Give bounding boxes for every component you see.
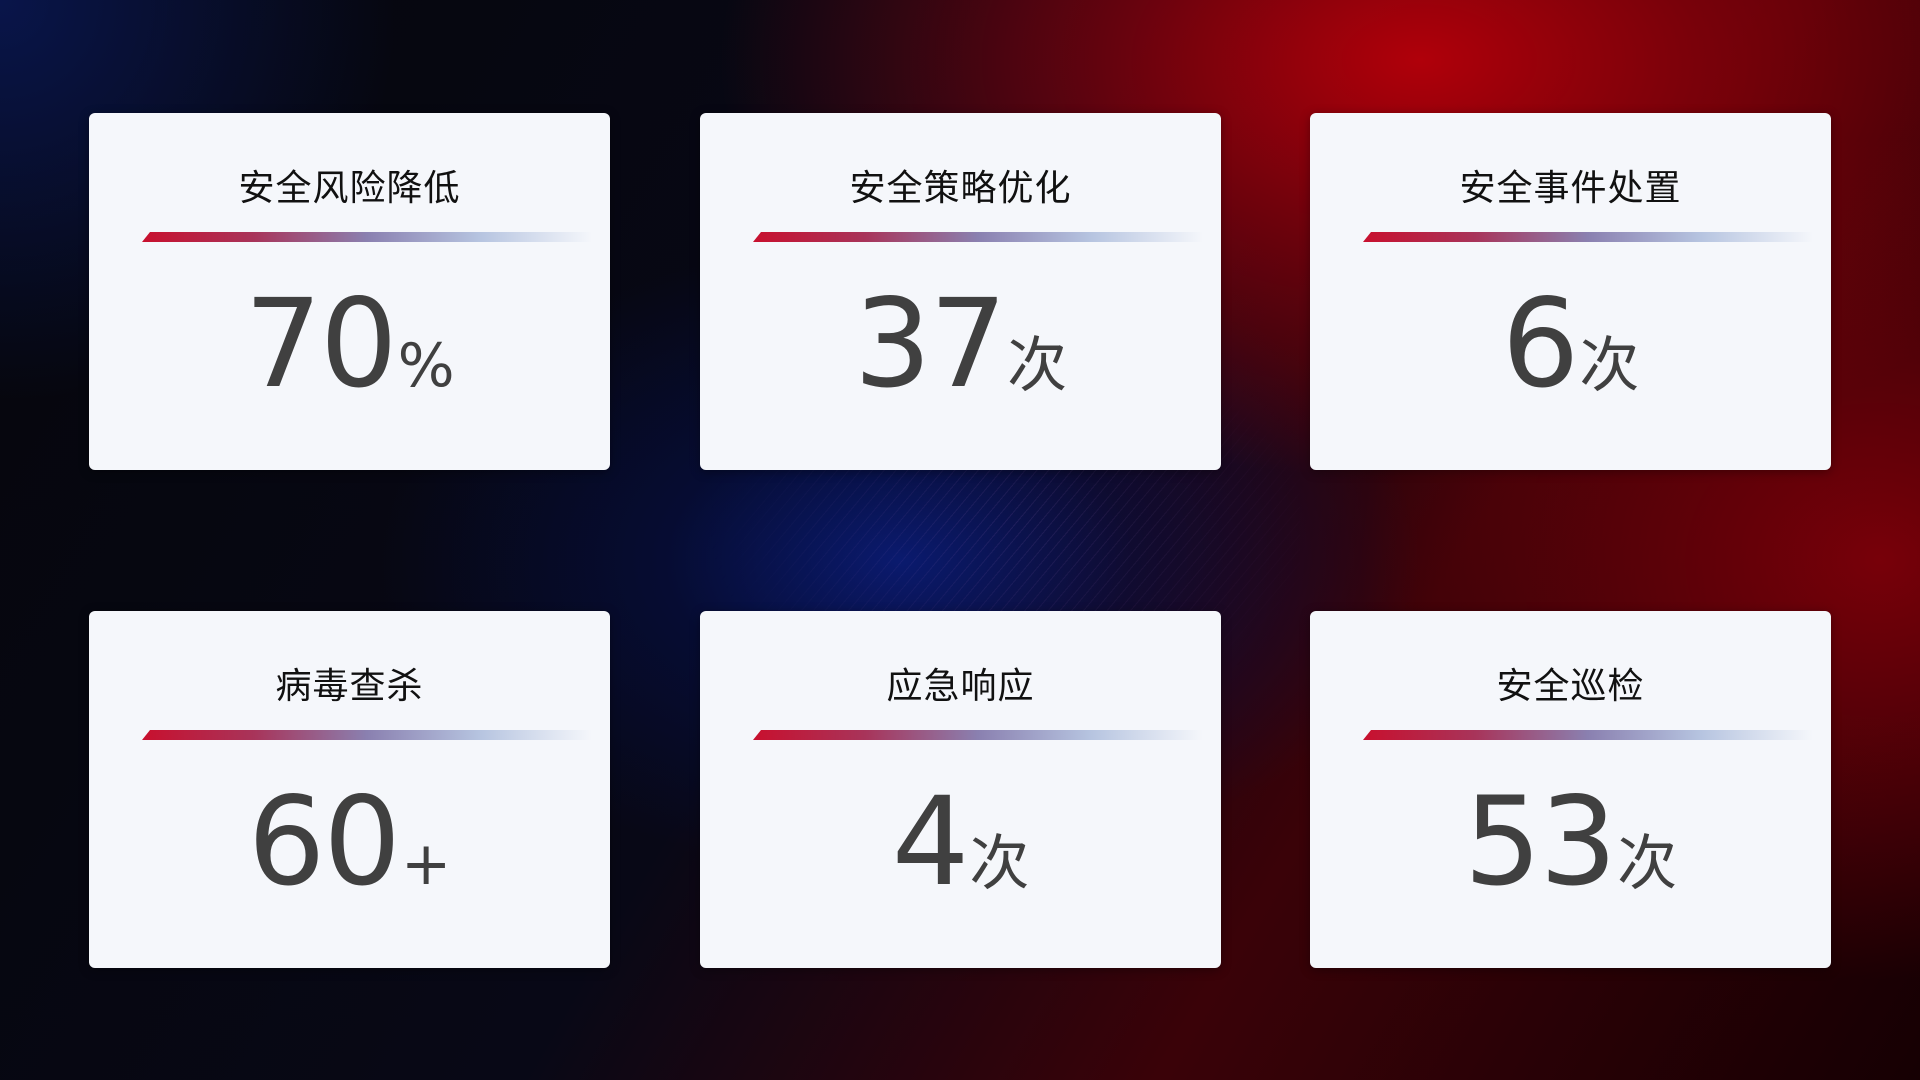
card-title: 安全策略优化 [849,168,1072,209]
stat-card-policy-optimization: 安全策略优化 37次 [700,113,1221,470]
stat-card-virus-removal: 病毒查杀 60+ [89,611,610,968]
card-value: 37次 [700,273,1221,415]
card-divider [142,232,592,242]
card-title: 安全巡检 [1496,666,1645,707]
stat-card-risk-reduction: 安全风险降低 70% [89,113,610,470]
stat-card-emergency-response: 应急响应 4次 [700,611,1221,968]
value-unit: 次 [1579,331,1640,401]
value-unit: 次 [969,829,1030,899]
card-value: 70% [89,273,610,415]
card-value: 4次 [700,771,1221,913]
value-unit: + [400,829,452,899]
value-number: 6 [1501,273,1580,415]
value-unit: % [397,331,455,401]
stat-card-incident-handling: 安全事件处置 6次 [1310,113,1831,470]
card-divider [1363,730,1813,740]
stat-card-security-inspection: 安全巡检 53次 [1310,611,1831,968]
card-divider [753,232,1203,242]
value-unit: 次 [1007,331,1068,401]
card-title: 安全事件处置 [1459,168,1682,209]
card-title: 应急响应 [886,666,1035,707]
value-number: 37 [853,273,1007,415]
value-number: 70 [244,273,397,415]
card-divider [753,730,1203,740]
value-number: 53 [1463,771,1617,913]
card-value: 60+ [89,771,610,913]
card-divider [142,730,592,740]
value-unit: 次 [1617,829,1678,899]
card-title: 安全风险降低 [238,168,461,209]
value-number: 4 [891,771,970,913]
card-value: 6次 [1310,273,1831,415]
value-number: 60 [247,771,401,913]
card-divider [1363,232,1813,242]
card-title: 病毒查杀 [275,666,424,707]
card-value: 53次 [1310,771,1831,913]
